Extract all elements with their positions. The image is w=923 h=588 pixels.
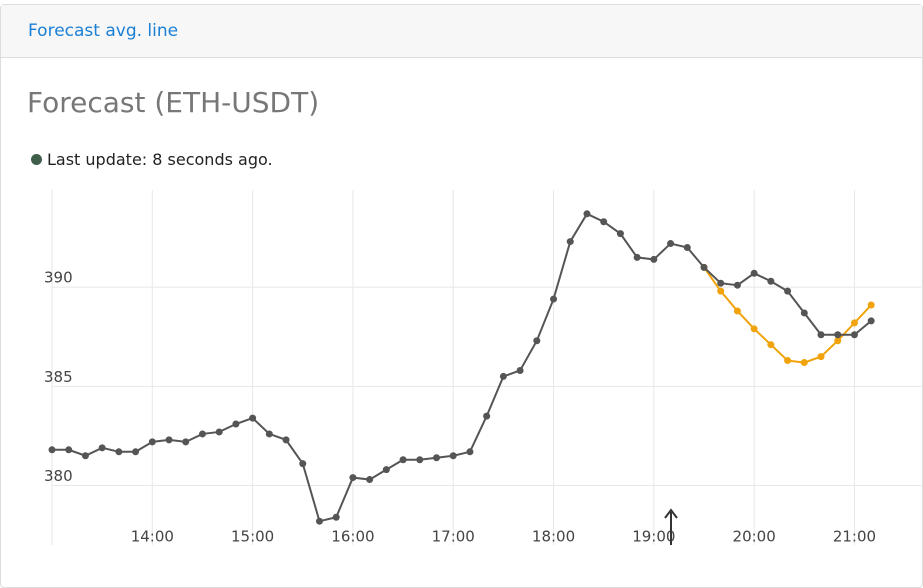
point <box>616 230 624 238</box>
point <box>215 428 223 436</box>
point <box>784 357 792 365</box>
point <box>700 263 708 271</box>
point <box>265 430 273 438</box>
point <box>834 331 842 339</box>
point <box>416 456 424 464</box>
y-tick-label: 380 <box>44 467 73 485</box>
point <box>583 210 591 218</box>
point <box>834 337 842 345</box>
point <box>433 454 441 462</box>
y-tick-label: 385 <box>44 368 73 386</box>
x-tick-label: 14:00 <box>131 528 174 546</box>
point <box>366 476 374 484</box>
point <box>48 446 56 454</box>
point <box>198 430 206 438</box>
point <box>115 448 123 456</box>
point <box>249 414 257 422</box>
point <box>817 331 825 339</box>
point <box>349 474 357 482</box>
point <box>516 366 524 374</box>
point <box>449 452 457 460</box>
point <box>750 325 758 333</box>
point <box>332 513 340 521</box>
point <box>683 244 691 252</box>
x-tick-label: 18:00 <box>532 528 575 546</box>
point <box>600 218 608 226</box>
point <box>850 319 858 327</box>
point <box>633 253 641 261</box>
point <box>466 448 474 456</box>
point <box>483 412 491 420</box>
x-tick-label: 21:00 <box>833 528 876 546</box>
y-tick-label: 390 <box>44 269 73 287</box>
point <box>98 444 106 452</box>
status-text: Last update: 8 seconds ago. <box>47 150 273 169</box>
point <box>382 466 390 474</box>
x-tick-label: 19:00 <box>632 528 675 546</box>
card-title: Forecast (ETH-USDT) <box>27 86 320 119</box>
series-line <box>703 266 872 364</box>
point <box>717 279 725 287</box>
status-dot <box>31 154 42 165</box>
point <box>667 240 675 248</box>
point <box>550 295 558 303</box>
status: Last update: 8 seconds ago. <box>31 150 273 169</box>
point <box>767 341 775 349</box>
point <box>733 307 741 315</box>
point <box>817 353 825 361</box>
point <box>132 448 140 456</box>
point <box>182 438 190 446</box>
header-title[interactable]: Forecast avg. line <box>28 21 179 41</box>
point <box>315 517 323 525</box>
point <box>650 255 658 263</box>
point <box>784 287 792 295</box>
card-header: Forecast avg. line <box>1 5 922 58</box>
point <box>867 317 875 325</box>
point <box>282 436 290 444</box>
marker-arrow <box>664 508 678 545</box>
point <box>399 456 407 464</box>
point <box>850 331 858 339</box>
point <box>299 460 307 468</box>
point <box>767 277 775 285</box>
point <box>750 269 758 277</box>
point <box>800 309 808 317</box>
point <box>165 436 173 444</box>
point <box>81 452 89 460</box>
point <box>232 420 240 428</box>
card: Forecast avg. line <box>0 4 923 588</box>
point <box>717 287 725 295</box>
point <box>733 281 741 289</box>
point <box>867 301 875 309</box>
point <box>533 337 541 345</box>
x-tick-label: 20:00 <box>733 528 776 546</box>
point <box>65 446 73 454</box>
point <box>800 359 808 367</box>
x-tick-label: 17:00 <box>432 528 475 546</box>
point <box>148 438 156 446</box>
x-tick-label: 15:00 <box>231 528 274 546</box>
x-tick-label: 16:00 <box>331 528 374 546</box>
point <box>566 238 574 246</box>
point <box>499 372 507 380</box>
series-line <box>52 212 872 523</box>
